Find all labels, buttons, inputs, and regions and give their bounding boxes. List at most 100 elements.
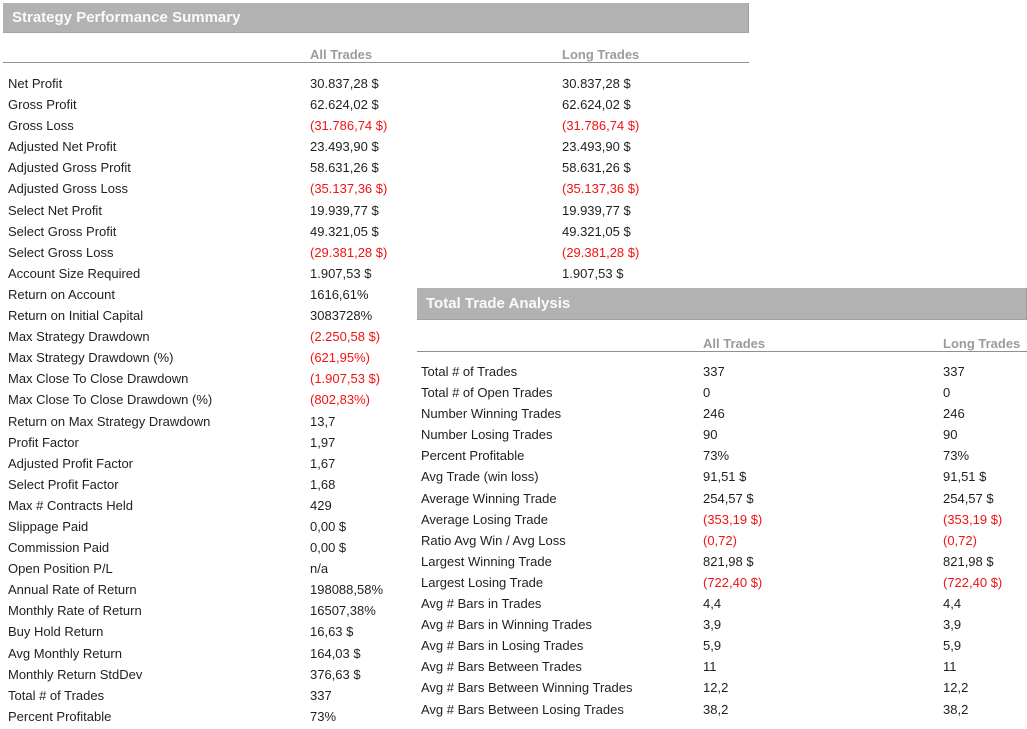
row-label: Avg # Bars Between Trades: [421, 659, 582, 675]
row-label: Net Profit: [8, 76, 63, 91]
table-row: Avg # Bars in Winning Trades 3,9 3,9: [417, 614, 1027, 635]
value-all-trades: 11: [703, 659, 717, 675]
value-long-trades: 91,51 $: [943, 469, 987, 485]
value-all-trades: 1,67: [310, 455, 336, 471]
section-title: Total Trade Analysis: [426, 295, 571, 312]
value-all-trades: 23.493,90 $: [310, 139, 379, 155]
table-row: Adjusted Profit Factor 1,67: [3, 453, 749, 474]
value-all-trades: 30.837,28 $: [310, 76, 379, 91]
value-all-trades: 4,4: [703, 596, 722, 612]
total-trade-analysis-title-bar: Total Trade Analysis: [417, 288, 1027, 320]
table-row: Account Size Required 1.907,53 $ 1.907,53 …: [3, 263, 749, 284]
table-row: Select Gross Loss (29.381,28 $) (29.381,28…: [3, 242, 749, 263]
value-long-trades: 246: [943, 406, 965, 422]
table-row: Adjusted Net Profit 23.493,90 $ 23.493,90 …: [3, 136, 749, 157]
value-all-trades: (353,19 $): [703, 511, 763, 527]
value-all-trades: 13,7: [310, 413, 336, 429]
value-all-trades: 376,63 $: [310, 666, 361, 682]
table-row: Return on Account 1616,61%: [3, 284, 749, 305]
table-row: Net Profit 30.837,28 $ 30.837,28 $: [3, 73, 749, 94]
row-label: Avg # Bars in Winning Trades: [421, 617, 593, 633]
table-row: Adjusted Gross Loss (35.137,36 $) (35.137,…: [3, 178, 749, 199]
value-all-trades: 58.631,26 $: [310, 160, 379, 176]
value-long-trades: 821,98 $: [943, 553, 994, 569]
table-row: Total # of Open Trades 0 0: [417, 382, 1027, 403]
table-row: Monthly Rate of Return 16507,38%: [3, 600, 749, 621]
table-row: Avg # Bars Between Losing Trades 38,2 38,2: [417, 699, 1027, 720]
row-label: Avg # Bars Between Losing Trades: [421, 701, 624, 717]
table-row: Slippage Paid 0,00 $: [3, 516, 749, 537]
table-row: Total # of Trades 337: [3, 685, 749, 706]
row-label: Return on Account: [8, 286, 115, 302]
table-row: Profit Factor 1,97: [3, 432, 749, 453]
table-row: Open Position P/L n/a: [3, 558, 749, 579]
row-label: Return on Max Strategy Drawdown: [8, 413, 211, 429]
value-all-trades: 1.907,53 $: [310, 265, 372, 281]
row-label: Max Close To Close Drawdown (%): [8, 392, 213, 408]
value-all-trades: 1,68: [310, 476, 336, 492]
row-label: Avg # Bars in Losing Trades: [421, 638, 584, 654]
value-all-trades: 0,00 $: [310, 540, 347, 556]
table-row: Ratio Avg Win / Avg Loss (0,72) (0,72): [417, 530, 1027, 551]
row-label: Buy Hold Return: [8, 624, 104, 640]
value-long-trades: 0: [943, 385, 951, 401]
value-all-trades: 90: [703, 427, 718, 443]
value-all-trades: 73%: [703, 448, 730, 464]
strategy-performance-summary-title-bar: Strategy Performance Summary: [3, 3, 749, 33]
value-long-trades: 337: [943, 364, 965, 379]
value-long-trades: 38,2: [943, 701, 969, 717]
value-all-trades: 16,63 $: [310, 624, 354, 640]
value-all-trades: n/a: [310, 561, 329, 577]
row-label: Adjusted Profit Factor: [8, 455, 133, 471]
row-label: Adjusted Gross Loss: [8, 181, 128, 197]
row-label: Avg Monthly Return: [8, 645, 122, 661]
table-row: Monthly Return StdDev 376,63 $: [3, 664, 749, 685]
row-label: Max Strategy Drawdown: [8, 329, 150, 345]
row-label: Profit Factor: [8, 434, 79, 450]
row-label: Select Profit Factor: [8, 476, 119, 492]
table-row: Return on Max Strategy Drawdown 13,7: [3, 411, 749, 432]
value-long-trades: (353,19 $): [943, 511, 1003, 527]
table-row: Buy Hold Return 16,63 $: [3, 621, 749, 642]
table-row: Gross Profit 62.624,02 $ 62.624,02 $: [3, 94, 749, 115]
row-label: Select Gross Loss: [8, 244, 114, 260]
value-all-trades: 164,03 $: [310, 645, 361, 661]
table-row: Return on Initial Capital 3083728%: [3, 305, 749, 326]
table-row: Percent Profitable 73% 73%: [417, 445, 1027, 466]
metrics-table-body: Total # of Trades 337 337 Total # of Open T…: [417, 361, 1027, 720]
value-long-trades: (29.381,28 $): [562, 244, 640, 260]
table-row: Commission Paid 0,00 $: [3, 537, 749, 558]
value-all-trades: (802,83%): [310, 392, 370, 408]
value-all-trades: 5,9: [703, 638, 722, 654]
value-long-trades: 19.939,77 $: [562, 202, 631, 218]
value-all-trades: 429: [310, 497, 332, 513]
value-long-trades: 49.321,05 $: [562, 223, 631, 239]
row-label: Total # of Trades: [421, 364, 518, 379]
value-all-trades: (29.381,28 $): [310, 244, 388, 260]
row-label: Largest Losing Trade: [421, 574, 544, 590]
table-row: Avg # Bars Between Trades 11 11: [417, 656, 1027, 677]
row-label: Total # of Trades: [8, 687, 105, 703]
table-row: Annual Rate of Return 198088,58%: [3, 579, 749, 600]
table-row: Number Winning Trades 246 246: [417, 403, 1027, 424]
table-row: Avg # Bars Between Winning Trades 12,2 12,…: [417, 677, 1027, 698]
table-row: Total # of Trades 337 337: [417, 361, 1027, 382]
row-label: Avg # Bars Between Winning Trades: [421, 680, 633, 696]
value-all-trades: 16507,38%: [310, 603, 376, 619]
column-header-row: All Trades Long Trades: [3, 45, 749, 63]
row-label: Max Close To Close Drawdown: [8, 371, 189, 387]
value-all-trades: (31.786,74 $): [310, 118, 388, 134]
table-row: Number Losing Trades 90 90: [417, 424, 1027, 445]
value-long-trades: 4,4: [943, 596, 962, 612]
value-all-trades: 3083728%: [310, 308, 373, 324]
row-label: Avg # Bars in Trades: [421, 596, 542, 612]
table-row: Select Gross Profit 49.321,05 $ 49.321,05 …: [3, 221, 749, 242]
row-label: Total # of Open Trades: [421, 385, 553, 401]
row-label: Adjusted Gross Profit: [8, 160, 131, 176]
row-label: Gross Profit: [8, 97, 77, 113]
value-all-trades: 0: [703, 385, 711, 401]
value-all-trades: 1616,61%: [310, 286, 369, 302]
table-row: Percent Profitable 73%: [3, 706, 749, 727]
row-label: Ratio Avg Win / Avg Loss: [421, 532, 566, 548]
value-long-trades: 1.907,53 $: [562, 265, 624, 281]
